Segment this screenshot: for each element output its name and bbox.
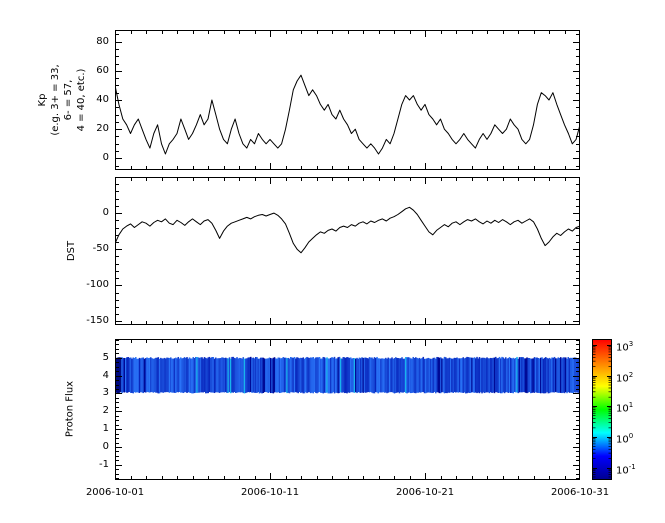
colorbar-gradient	[592, 339, 612, 480]
x-tick-label: 2006-10-11	[240, 487, 300, 498]
colorbar-tick-label: 101	[616, 401, 634, 415]
y-tick-label: 80	[96, 35, 109, 47]
x-tick-label: 2006-10-21	[395, 487, 455, 498]
y-tick-label: 0	[102, 440, 109, 452]
proton-flux-spectrogram	[115, 339, 580, 480]
panel-frame	[115, 339, 580, 480]
proton-flux-band	[115, 356, 580, 394]
colorbar-tick-label: 10-1	[616, 462, 636, 477]
y-tick-label: 3	[102, 387, 109, 399]
dst-panel	[115, 177, 580, 325]
colorbar-tick-label: 102	[616, 370, 634, 385]
proton-flux-panel	[115, 339, 580, 480]
kp-panel	[115, 30, 580, 170]
x-ticks	[115, 178, 566, 324]
y-tick-label: 60	[96, 64, 109, 76]
x-tick-label: 2006-10-01	[85, 487, 145, 498]
panel-frame	[115, 30, 580, 170]
y-tick-label: 40	[96, 94, 109, 105]
colorbar-ticks	[593, 345, 611, 480]
y-tick-label: -150	[86, 315, 109, 327]
y-tick-label: 5	[102, 351, 109, 363]
colorbar-tick-label: 100	[616, 432, 634, 446]
dst-plot	[115, 177, 580, 325]
y-ticks	[116, 340, 579, 479]
y-tick-label: 4	[102, 369, 109, 381]
y-tick-label: 1	[102, 423, 109, 435]
panel-frame	[115, 177, 580, 325]
x-ticks	[115, 31, 566, 169]
kp-plot	[115, 30, 580, 170]
x-ticks	[115, 340, 566, 479]
y-tick-label: 2	[102, 405, 109, 417]
y-tick-label: 0	[102, 152, 109, 164]
y-ticks	[116, 34, 579, 167]
y-ticks	[116, 184, 579, 322]
x-tick-label: 2006-10-31	[550, 487, 610, 498]
colorbar-scale	[592, 339, 612, 480]
kp-axis-label-line: Kp	[37, 93, 48, 107]
y-tick-label: -1	[99, 458, 109, 470]
y-tick-label: 0	[102, 207, 109, 219]
y-tick-label: 20	[96, 123, 109, 135]
dst-trace	[115, 206, 580, 254]
colorbar-tick-label: 103	[616, 340, 634, 354]
kp-trace	[115, 74, 580, 155]
colorbar	[592, 339, 612, 480]
y-tick-label: -50	[92, 243, 109, 255]
y-tick-label: -100	[86, 279, 109, 291]
